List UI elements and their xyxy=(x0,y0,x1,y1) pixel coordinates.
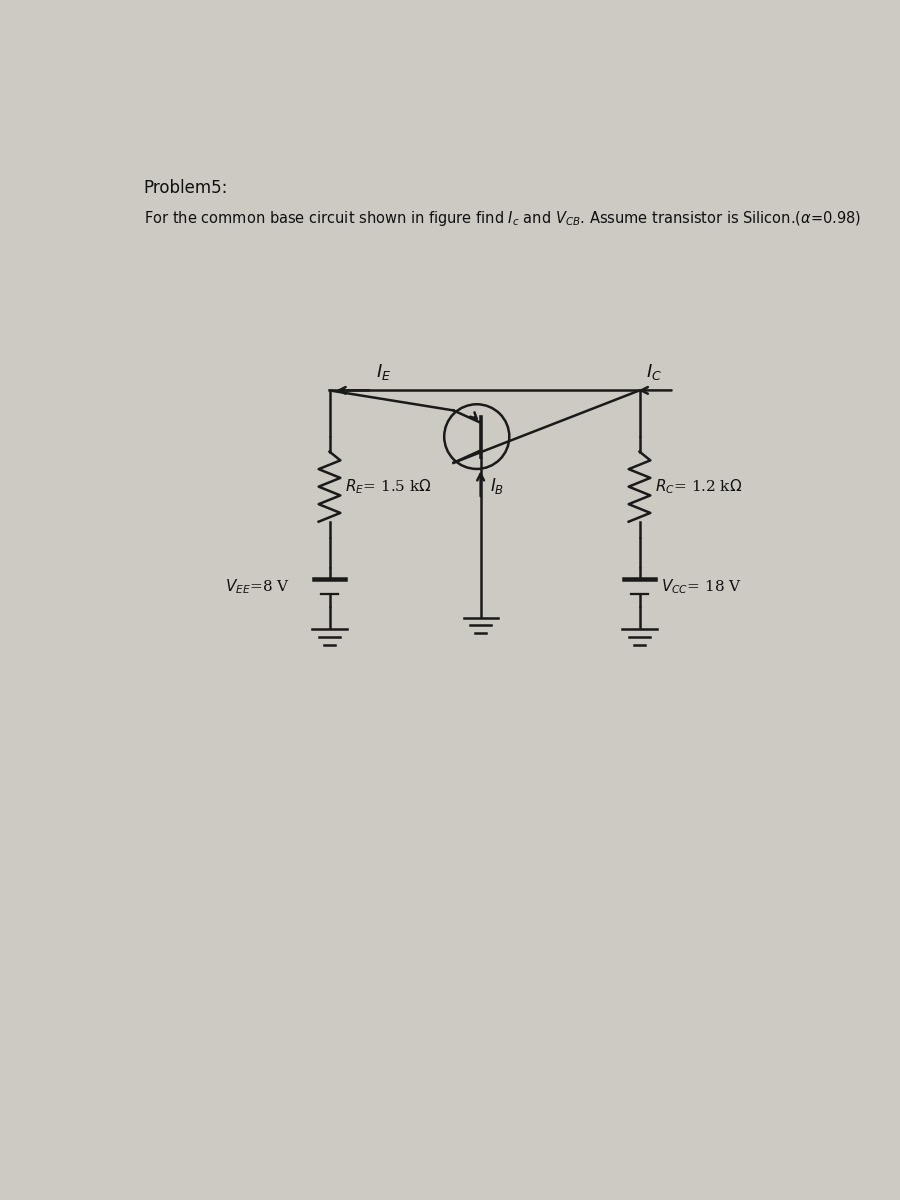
Text: $I_E$: $I_E$ xyxy=(376,361,392,382)
Text: $V_{EE}$=8 V: $V_{EE}$=8 V xyxy=(225,577,290,596)
Text: $R_E$= 1.5 k$\Omega$: $R_E$= 1.5 k$\Omega$ xyxy=(345,478,432,496)
Text: $V_{CC}$= 18 V: $V_{CC}$= 18 V xyxy=(662,577,742,596)
Text: Problem5:: Problem5: xyxy=(143,179,228,197)
Text: For the common base circuit shown in figure find $I_c$ and $V_{CB}$. Assume tran: For the common base circuit shown in fig… xyxy=(143,210,861,228)
Text: $I_C$: $I_C$ xyxy=(645,361,662,382)
Text: $R_C$= 1.2 k$\Omega$: $R_C$= 1.2 k$\Omega$ xyxy=(655,478,742,496)
Text: $I_B$: $I_B$ xyxy=(490,476,504,497)
